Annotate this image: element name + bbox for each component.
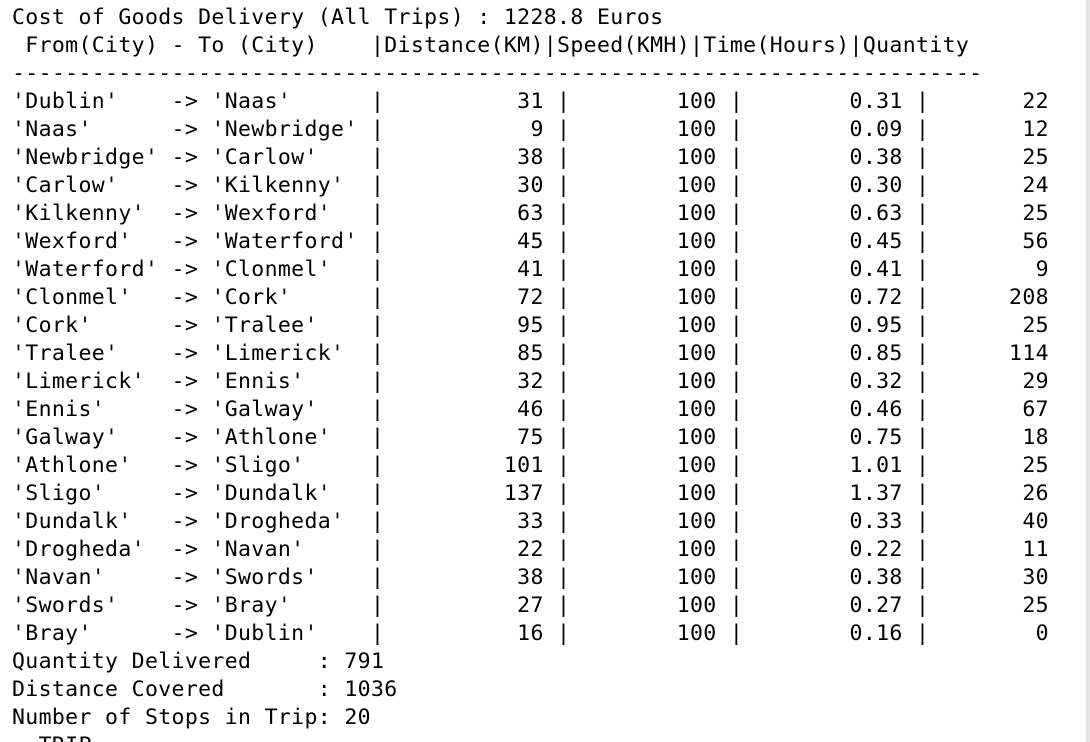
table-row: 'Navan' -> 'Swords' | 38 | 100 | 0.38 | … [12, 565, 1049, 590]
table-row: 'Dundalk' -> 'Drogheda' | 33 | 100 | 0.3… [12, 509, 1049, 534]
table-row: 'Swords' -> 'Bray' | 27 | 100 | 0.27 | 2… [12, 593, 1049, 618]
quantity-delivered-line: Quantity Delivered : 791 [12, 649, 385, 674]
table-row: 'Wexford' -> 'Waterford' | 45 | 100 | 0.… [12, 229, 1049, 254]
truncated-next-line: TRIP [12, 732, 92, 742]
table-row: 'Bray' -> 'Dublin' | 16 | 100 | 0.16 | 0 [12, 621, 1049, 646]
window-edge [1086, 0, 1090, 742]
table-row: 'Carlow' -> 'Kilkenny' | 30 | 100 | 0.30… [12, 173, 1049, 198]
table-row: 'Naas' -> 'Newbridge' | 9 | 100 | 0.09 |… [12, 117, 1049, 142]
table-row: 'Newbridge' -> 'Carlow' | 38 | 100 | 0.3… [12, 145, 1049, 170]
table-row: 'Limerick' -> 'Ennis' | 32 | 100 | 0.32 … [12, 369, 1049, 394]
table-row: 'Waterford' -> 'Clonmel' | 41 | 100 | 0.… [12, 257, 1049, 282]
cost-summary-line: Cost of Goods Delivery (All Trips) : 122… [12, 5, 664, 30]
table-header: From(City) - To (City) |Distance(KM)|Spe… [12, 33, 970, 58]
table-row: 'Cork' -> 'Tralee' | 95 | 100 | 0.95 | 2… [12, 313, 1049, 338]
stops-count-line: Number of Stops in Trip: 20 [12, 705, 371, 730]
table-row: 'Kilkenny' -> 'Wexford' | 63 | 100 | 0.6… [12, 201, 1049, 226]
table-row: 'Drogheda' -> 'Navan' | 22 | 100 | 0.22 … [12, 537, 1049, 562]
table-row: 'Ennis' -> 'Galway' | 46 | 100 | 0.46 | … [12, 397, 1049, 422]
table-row: 'Clonmel' -> 'Cork' | 72 | 100 | 0.72 | … [12, 285, 1049, 310]
distance-covered-line: Distance Covered : 1036 [12, 677, 398, 702]
table-row: 'Tralee' -> 'Limerick' | 85 | 100 | 0.85… [12, 341, 1049, 366]
table-row: 'Sligo' -> 'Dundalk' | 137 | 100 | 1.37 … [12, 481, 1049, 506]
table-separator: ----------------------------------------… [12, 61, 983, 86]
table-row: 'Athlone' -> 'Sligo' | 101 | 100 | 1.01 … [12, 453, 1049, 478]
table-row: 'Galway' -> 'Athlone' | 75 | 100 | 0.75 … [12, 425, 1049, 450]
table-row: 'Dublin' -> 'Naas' | 31 | 100 | 0.31 | 2… [12, 89, 1049, 114]
